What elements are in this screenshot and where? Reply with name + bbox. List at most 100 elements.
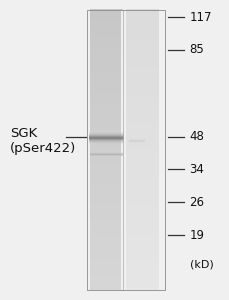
Text: 48: 48 (190, 130, 204, 143)
Bar (90, 220, 123, 224)
Bar (126, 251, 159, 255)
Bar (90, 139, 123, 143)
Bar (90, 135, 123, 140)
Bar (90, 90, 123, 94)
Bar (126, 170, 159, 175)
Bar (121, 10, 125, 290)
Bar (90, 128, 123, 133)
Bar (126, 100, 159, 104)
Bar (126, 55, 159, 59)
Bar (90, 107, 123, 111)
Bar (126, 160, 159, 164)
Bar (126, 191, 159, 196)
Bar (126, 27, 159, 31)
Bar (90, 216, 123, 220)
Bar (126, 97, 159, 101)
Bar (90, 79, 123, 83)
Bar (126, 234, 159, 238)
Bar (90, 156, 123, 161)
Bar (126, 65, 159, 69)
Bar (90, 83, 123, 87)
Bar (90, 37, 123, 41)
Bar (126, 167, 159, 171)
Bar (126, 51, 159, 55)
Bar (90, 114, 123, 118)
Bar (126, 272, 159, 276)
Bar (126, 9, 159, 13)
Bar (126, 195, 159, 199)
Bar (90, 276, 123, 280)
Text: 85: 85 (190, 44, 204, 56)
Bar (126, 279, 159, 283)
Bar (126, 13, 159, 17)
Bar (90, 86, 123, 90)
Text: SGK: SGK (10, 127, 37, 140)
Bar (126, 58, 159, 62)
Bar (126, 69, 159, 73)
Bar (90, 149, 123, 154)
Bar (90, 160, 123, 164)
Bar (126, 244, 159, 248)
Bar (126, 23, 159, 27)
Bar (90, 191, 123, 196)
Bar (126, 199, 159, 203)
Bar (126, 107, 159, 111)
Bar (90, 279, 123, 283)
Bar (90, 170, 123, 175)
Text: (kD): (kD) (190, 260, 213, 270)
Bar (90, 44, 123, 48)
Bar (90, 286, 123, 290)
Bar (90, 27, 123, 31)
Bar (90, 178, 123, 182)
Bar (90, 146, 123, 150)
Bar (126, 230, 159, 234)
Bar (126, 237, 159, 241)
Bar (126, 188, 159, 192)
Text: 19: 19 (190, 229, 205, 242)
Bar (90, 40, 123, 45)
Bar (126, 146, 159, 150)
Bar (126, 178, 159, 182)
Bar (90, 132, 123, 136)
Bar (126, 48, 159, 52)
Bar (126, 93, 159, 98)
Bar (90, 16, 123, 20)
Bar (126, 118, 159, 122)
Bar (90, 93, 123, 98)
Bar (126, 164, 159, 167)
Bar (90, 62, 123, 66)
Bar (90, 255, 123, 259)
Bar (126, 40, 159, 45)
Bar (126, 114, 159, 118)
Bar (90, 272, 123, 276)
Bar (126, 223, 159, 227)
Bar (90, 72, 123, 76)
Bar (90, 230, 123, 234)
Bar (126, 241, 159, 245)
Bar (126, 216, 159, 220)
Bar (126, 111, 159, 115)
Bar (126, 258, 159, 262)
Bar (90, 76, 123, 80)
Bar (126, 20, 159, 24)
Bar (126, 269, 159, 273)
Bar (126, 30, 159, 34)
Bar (126, 37, 159, 41)
Bar (126, 44, 159, 48)
Bar (87, 10, 165, 290)
Bar (90, 258, 123, 262)
Bar (90, 209, 123, 213)
Bar (90, 9, 123, 13)
Bar (126, 142, 159, 146)
Bar (126, 128, 159, 133)
Bar (126, 76, 159, 80)
Bar (90, 65, 123, 69)
Bar (90, 167, 123, 171)
Bar (126, 121, 159, 125)
Bar (126, 202, 159, 206)
Bar (90, 104, 123, 108)
Bar (90, 265, 123, 269)
Bar (90, 121, 123, 125)
Bar (126, 16, 159, 20)
Bar (126, 220, 159, 224)
